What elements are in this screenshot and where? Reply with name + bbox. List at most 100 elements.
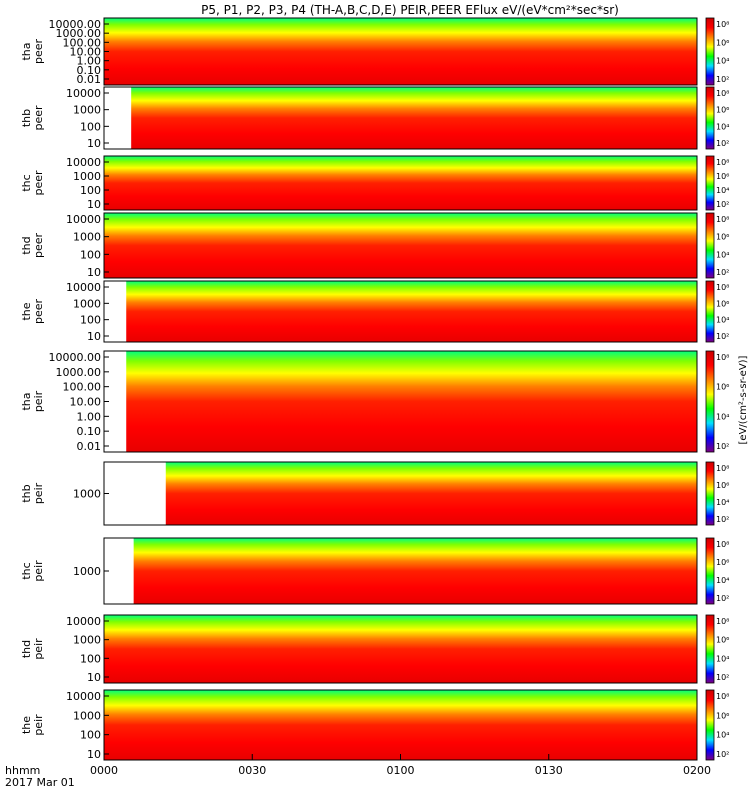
colorbar-tick-label: 10⁶ <box>716 233 729 242</box>
y-tick-label: 1.00 <box>77 410 102 423</box>
y-tick-label: 10 <box>87 671 101 684</box>
colorbar-tick-label: 10⁴ <box>716 576 729 585</box>
panel-label-instrument: the <box>20 716 33 734</box>
y-tick-label: 100.00 <box>63 381 102 394</box>
panel-label-product: peir <box>32 390 45 412</box>
colorbar-tick-label: 10⁶ <box>716 383 729 392</box>
colorbar-tick-label: 10⁸ <box>716 540 729 549</box>
panel-frame <box>103 614 698 684</box>
y-tick-label: 10000 <box>66 87 101 100</box>
colorbar-tick-label: 10⁶ <box>716 711 729 720</box>
colorbar-tick-label: 10⁸ <box>716 464 729 473</box>
y-tick-label: 1000.00 <box>56 27 102 40</box>
y-tick-label: 10000 <box>66 615 101 628</box>
panel-label-product: peir <box>32 638 45 660</box>
colorbar-tick-label: 10⁴ <box>716 57 729 66</box>
spectrogram-panel-thd-peer: 10000 1000 100 10 thd peer 10² 10⁴ 10⁶ 10⁸ <box>20 212 729 279</box>
spectrogram-image <box>126 281 698 342</box>
y-tick-label: 0.01 <box>77 440 102 453</box>
spectrogram-image <box>104 213 697 278</box>
colorbar-tick-label: 10⁸ <box>716 215 729 224</box>
y-tick-label: 10.00 <box>70 396 102 409</box>
time-axis: 0000 0030 0100 0130 0200 <box>90 754 711 777</box>
x-axis-label: hhmm <box>5 764 40 777</box>
colorbar <box>705 689 715 761</box>
spectrogram-panel-thb-peir: 1000 thb peir 10² 10⁴ 10⁶ 10⁸ <box>20 461 729 526</box>
x-tick-label: 0030 <box>238 764 266 777</box>
y-tick-label: 100 <box>80 120 101 133</box>
x-tick-label: 0100 <box>387 764 415 777</box>
spectrogram-image <box>131 87 697 149</box>
spectrogram-panel-thd-peir: 10000 1000 100 10 thd peir 10² 10⁴ 10⁶ 10⁸ <box>20 614 729 684</box>
y-tick-label: 0.10 <box>77 64 102 77</box>
colorbar-tick-label: 10⁴ <box>716 250 729 259</box>
y-tick-label: 1000 <box>73 231 101 244</box>
panel-label-product: peir <box>32 482 45 504</box>
y-tick-label: 100 <box>80 729 101 742</box>
colorbar-tick-label: 10⁴ <box>716 412 729 421</box>
colorbar-tick-label: 10⁸ <box>716 692 729 701</box>
y-tick-label: 10 <box>87 330 101 343</box>
y-tick-label: 1000 <box>73 297 101 310</box>
colorbar <box>705 461 715 526</box>
y-tick-label: 10 <box>87 198 101 211</box>
spectrogram-panel-the-peir: 10000 1000 100 10 the peir 10² 10⁴ 10⁶ 10⁸ <box>20 689 729 761</box>
colorbar <box>705 614 715 684</box>
panel-label-instrument: thc <box>20 562 33 579</box>
spectrogram-panel-thc-peir: 1000 thc peir 10² 10⁴ 10⁶ 10⁸ <box>20 537 729 605</box>
y-tick-label: 10000.00 <box>49 18 102 31</box>
colorbar-tick-label: 10⁶ <box>716 38 729 47</box>
colorbar-tick-label: 10⁶ <box>716 106 729 115</box>
y-tick-label: 100 <box>80 248 101 261</box>
y-tick-label: 1000 <box>73 104 101 117</box>
chart-title: P5, P1, P2, P3, P4 (TH-A,B,C,D,E) PEIR,P… <box>201 3 619 17</box>
colorbar-tick-label: 10² <box>716 332 729 341</box>
colorbar-tick-label: 10⁸ <box>716 353 729 362</box>
y-tick-label: 10 <box>87 137 101 150</box>
colorbar-tick-label: 10⁴ <box>716 731 729 740</box>
x-tick-label: 0000 <box>90 764 118 777</box>
colorbar-tick-label: 10⁴ <box>716 186 729 195</box>
colorbar-tick-label: 10² <box>716 442 729 451</box>
y-tick-label: 10000 <box>66 281 101 294</box>
x-tick-label: 0130 <box>535 764 563 777</box>
panel-label-instrument: thc <box>20 174 33 191</box>
colorbar <box>705 86 715 150</box>
y-tick-label: 100 <box>80 184 101 197</box>
panel-label-product: peir <box>32 714 45 736</box>
colorbar-tick-label: 10⁸ <box>716 20 729 29</box>
spectrogram-panel-thb-peer: 10000 1000 100 10 thb peer 10² 10⁴ 10⁶ 10⁸ <box>20 86 729 150</box>
spectrogram-image <box>126 351 698 452</box>
panel-label-instrument: thd <box>20 640 33 658</box>
panel-frame <box>103 86 698 150</box>
y-tick-label: 10 <box>87 266 101 279</box>
colorbar <box>705 212 715 279</box>
spectrogram-image <box>104 690 697 760</box>
y-tick-label: 1000 <box>73 634 101 647</box>
y-tick-label: 0.10 <box>77 425 102 438</box>
y-tick-label: 10000 <box>66 213 101 226</box>
panel-frame <box>103 212 698 279</box>
colorbar-tick-label: 10⁶ <box>716 481 729 490</box>
colorbar-tick-label: 10² <box>716 200 729 209</box>
panel-frame <box>103 155 698 211</box>
y-tick-label: 10000 <box>66 156 101 169</box>
panel-label-product: peir <box>32 560 45 582</box>
colorbar-tick-label: 10⁴ <box>716 316 729 325</box>
colorbar-tick-label: 10⁸ <box>716 283 729 292</box>
y-tick-label: 100 <box>80 314 101 327</box>
colorbar-tick-label: 10⁸ <box>716 617 729 626</box>
colorbar-tick-label: 10² <box>716 594 729 603</box>
colorbar-tick-label: 10⁴ <box>716 122 729 131</box>
panel-label-product: peer <box>32 39 45 65</box>
panel-label-instrument: thd <box>20 236 33 254</box>
colorbar-tick-label: 10² <box>716 75 729 84</box>
colorbar-tick-label: 10⁴ <box>716 654 729 663</box>
spectrogram-image <box>104 156 697 210</box>
panel-label-product: peer <box>32 299 45 325</box>
panel-label-instrument: thb <box>20 109 33 127</box>
spectrogram-panel-the-peer: 10000 1000 100 10 the peer 10² 10⁴ 10⁶ 10⁸ <box>20 280 729 343</box>
